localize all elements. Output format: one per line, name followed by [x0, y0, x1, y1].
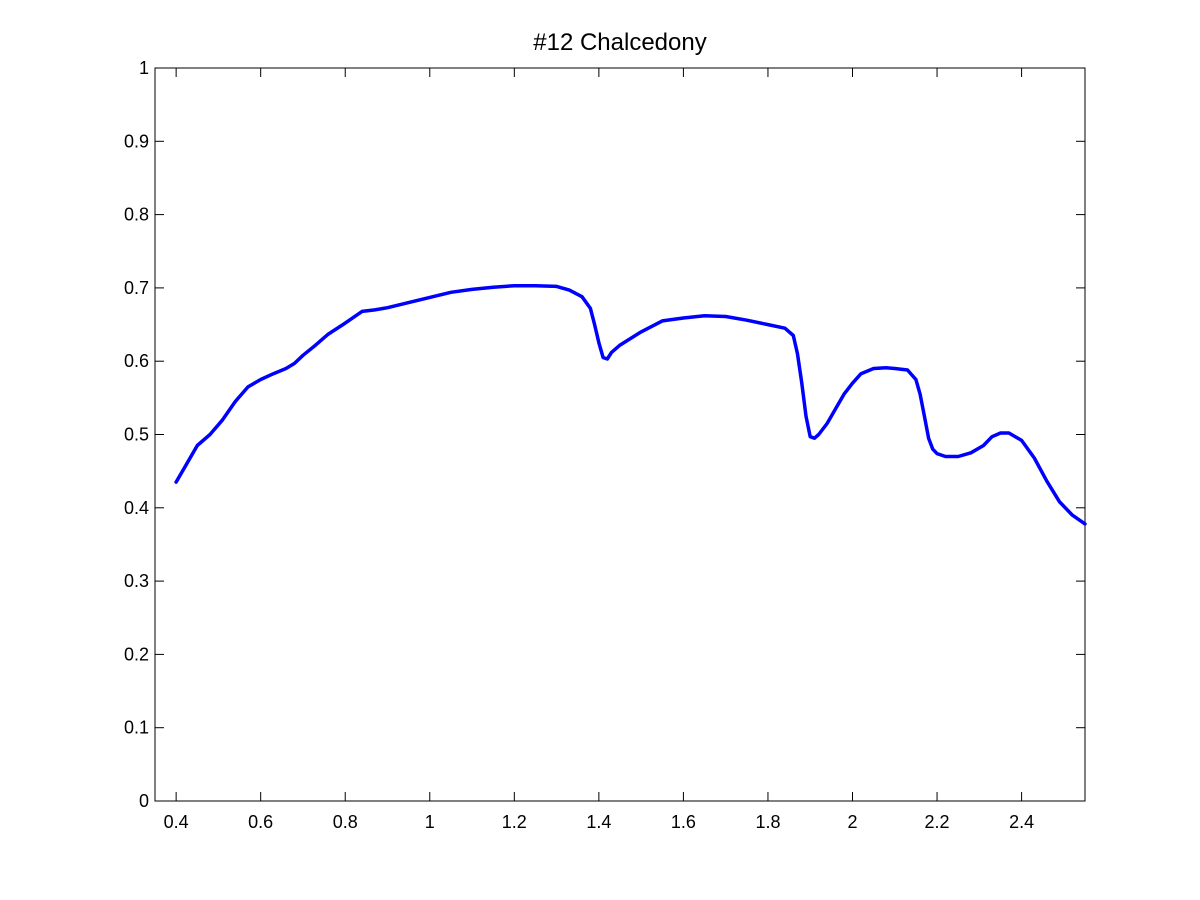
y-tick-label: 0 [139, 791, 149, 811]
y-tick-label: 0.8 [124, 205, 149, 225]
axis-ticks [155, 67, 1085, 802]
x-tick-label: 2 [847, 812, 857, 832]
x-tick-label: 2.4 [1009, 812, 1034, 832]
y-tick-label: 0.6 [124, 351, 149, 371]
x-tick-label: 1.2 [502, 812, 527, 832]
x-tick-label: 1.8 [755, 812, 780, 832]
x-tick-label: 2.2 [925, 812, 950, 832]
x-tick-label: 1 [425, 812, 435, 832]
y-tick-label: 0.9 [124, 131, 149, 151]
y-tick-label: 0.5 [124, 425, 149, 445]
series-line [174, 283, 1087, 526]
y-tick-label: 0.7 [124, 278, 149, 298]
plot-frame [154, 67, 1086, 802]
y-tick-label: 0.3 [124, 571, 149, 591]
x-tick-label: 1.6 [671, 812, 696, 832]
axis-tick-labels: 0.4 0.6 0.8 1 1.2 1.4 1.6 1.8 2 2.2 2.4 0 0.1 0.2 0.3 0… [124, 58, 1034, 832]
y-tick-label: 1 [139, 58, 149, 78]
y-tick-label: 0.1 [124, 718, 149, 738]
y-tick-label: 0.4 [124, 498, 149, 518]
x-tick-label: 0.4 [164, 812, 189, 832]
x-tick-label: 0.8 [333, 812, 358, 832]
x-tick-label: 1.4 [586, 812, 611, 832]
x-tick-label: 0.6 [248, 812, 273, 832]
y-tick-label: 0.2 [124, 644, 149, 664]
chart-title: #12 Chalcedony [533, 29, 706, 56]
